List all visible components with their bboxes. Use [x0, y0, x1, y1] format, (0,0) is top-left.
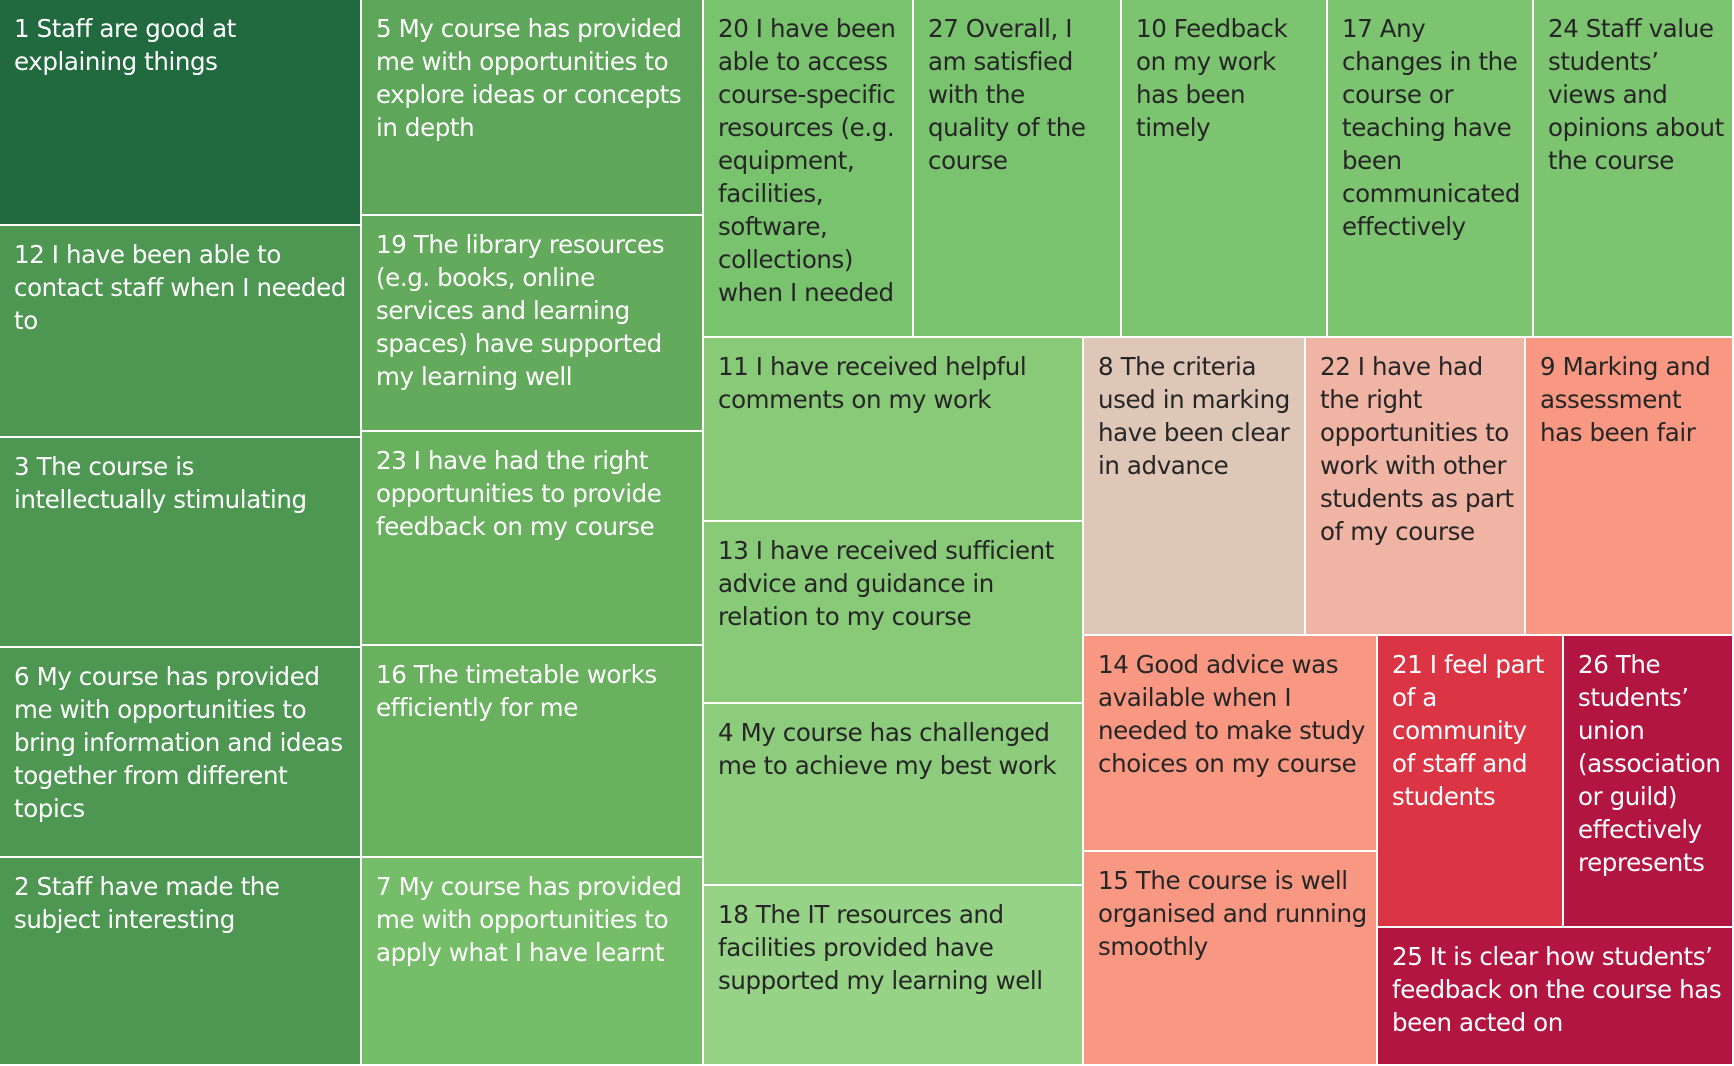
- treemap-tile-label: 27 Overall, I am satisfied with the qual…: [928, 14, 1086, 175]
- treemap-tile: 19 The library resources (e.g. books, on…: [362, 216, 704, 432]
- treemap-tile: 8 The criteria used in marking have been…: [1084, 338, 1306, 636]
- treemap-tile-label: 3 The course is intellectually stimulati…: [14, 452, 307, 514]
- treemap-tile-label: 1 Staff are good at explaining things: [14, 14, 236, 76]
- treemap-tile-label: 15 The course is well organised and runn…: [1098, 866, 1367, 961]
- treemap-tile-label: 9 Marking and assessment has been fair: [1540, 352, 1711, 447]
- treemap-tile: 4 My course has challenged me to achieve…: [704, 704, 1084, 886]
- treemap-tile-label: 14 Good advice was available when I need…: [1098, 650, 1366, 778]
- treemap-tile-label: 13 I have received sufficient advice and…: [718, 536, 1054, 631]
- treemap-tile-label: 26 The students’ union (association or g…: [1578, 650, 1721, 877]
- treemap-tile: 9 Marking and assessment has been fair: [1526, 338, 1734, 636]
- treemap-tile-label: 12 I have been able to contact staff whe…: [14, 240, 346, 335]
- treemap-tile-label: 7 My course has provided me with opportu…: [376, 872, 682, 967]
- treemap-tile: 18 The IT resources and facilities provi…: [704, 886, 1084, 1066]
- treemap-tile-label: 23 I have had the right opportunities to…: [376, 446, 662, 541]
- treemap-tile-label: 8 The criteria used in marking have been…: [1098, 352, 1290, 480]
- treemap-tile: 3 The course is intellectually stimulati…: [0, 438, 362, 648]
- treemap-tile: 13 I have received sufficient advice and…: [704, 522, 1084, 704]
- treemap-tile: 15 The course is well organised and runn…: [1084, 852, 1378, 1066]
- treemap-tile-label: 6 My course has provided me with opportu…: [14, 662, 343, 823]
- treemap-tile-label: 24 Staff value students’ views and opini…: [1548, 14, 1724, 175]
- treemap-tile: 27 Overall, I am satisfied with the qual…: [914, 0, 1122, 338]
- treemap-tile: 14 Good advice was available when I need…: [1084, 636, 1378, 852]
- treemap-tile-label: 16 The timetable works efficiently for m…: [376, 660, 657, 722]
- treemap-tile: 1 Staff are good at explaining things: [0, 0, 362, 226]
- treemap-tile-label: 17 Any changes in the course or teaching…: [1342, 14, 1520, 241]
- treemap-tile: 10 Feedback on my work has been timely: [1122, 0, 1328, 338]
- treemap-tile: 7 My course has provided me with opportu…: [362, 858, 704, 1066]
- treemap-tile: 22 I have had the right opportunities to…: [1306, 338, 1526, 636]
- treemap-tile-label: 11 I have received helpful comments on m…: [718, 352, 1027, 414]
- treemap-tile-label: 5 My course has provided me with opportu…: [376, 14, 682, 142]
- treemap-tile: 26 The students’ union (association or g…: [1564, 636, 1734, 928]
- treemap-tile: 2 Staff have made the subject interestin…: [0, 858, 362, 1066]
- treemap-tile-label: 18 The IT resources and facilities provi…: [718, 900, 1043, 995]
- treemap-tile-label: 22 I have had the right opportunities to…: [1320, 352, 1514, 546]
- treemap-tile: 24 Staff value students’ views and opini…: [1534, 0, 1734, 338]
- treemap-tile-label: 19 The library resources (e.g. books, on…: [376, 230, 665, 391]
- treemap-tile: 23 I have had the right opportunities to…: [362, 432, 704, 646]
- treemap-tile: 16 The timetable works efficiently for m…: [362, 646, 704, 858]
- treemap-tile: 17 Any changes in the course or teaching…: [1328, 0, 1534, 338]
- treemap-tile: 25 It is clear how students’ feedback on…: [1378, 928, 1734, 1066]
- treemap-tile: 20 I have been able to access course-spe…: [704, 0, 914, 338]
- treemap-tile: 6 My course has provided me with opportu…: [0, 648, 362, 858]
- treemap-tile-label: 21 I feel part of a community of staff a…: [1392, 650, 1544, 811]
- treemap-tile-label: 25 It is clear how students’ feedback on…: [1392, 942, 1722, 1037]
- treemap-tile: 12 I have been able to contact staff whe…: [0, 226, 362, 438]
- treemap-tile: 21 I feel part of a community of staff a…: [1378, 636, 1564, 928]
- treemap-tile-label: 4 My course has challenged me to achieve…: [718, 718, 1057, 780]
- treemap-tile-label: 10 Feedback on my work has been timely: [1136, 14, 1288, 142]
- treemap-tile: 11 I have received helpful comments on m…: [704, 338, 1084, 522]
- treemap-tile: 5 My course has provided me with opportu…: [362, 0, 704, 216]
- treemap-tile-label: 20 I have been able to access course-spe…: [718, 14, 896, 307]
- treemap-tile-label: 2 Staff have made the subject interestin…: [14, 872, 280, 934]
